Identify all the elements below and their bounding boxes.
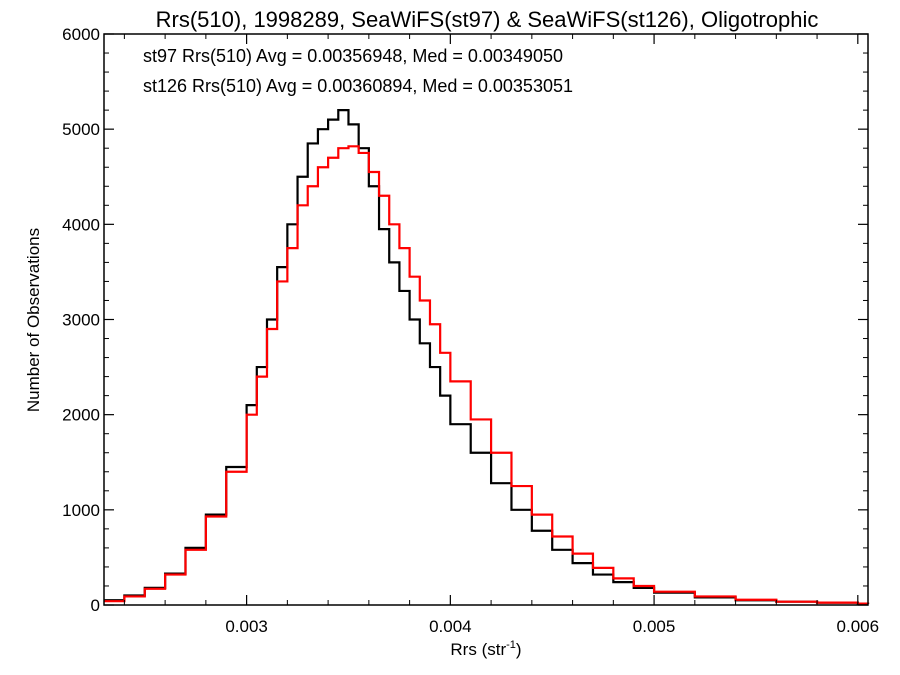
- plot-area: [104, 109, 870, 605]
- chart-title: Rrs(510), 1998289, SeaWiFS(st97) & SeaWi…: [156, 7, 819, 32]
- annotation-st97: st97 Rrs(510) Avg = 0.00356948, Med = 0.…: [143, 46, 563, 66]
- x-tick-label: 0.006: [837, 617, 880, 636]
- x-axis-label: Rrs (str-1): [450, 639, 521, 659]
- annotation-st126: st126 Rrs(510) Avg = 0.00360894, Med = 0…: [143, 76, 573, 96]
- x-axis-label-close: ): [516, 640, 522, 659]
- series-st126-line: [104, 145, 870, 605]
- x-tick-label: 0.003: [225, 617, 268, 636]
- y-tick-label: 1000: [62, 501, 100, 520]
- x-tick-label: 0.004: [429, 617, 472, 636]
- x-tick-label: 0.005: [633, 617, 676, 636]
- axis-ticks: 0.003 0.004 0.005 0.006 0 1000 2000 3000 4000 500…: [62, 25, 879, 636]
- y-tick-label: 3000: [62, 311, 100, 330]
- y-tick-label: 2000: [62, 406, 100, 425]
- y-tick-label: 4000: [62, 215, 100, 234]
- x-axis-label-superscript: -1: [506, 639, 516, 651]
- x-axis-label-main: Rrs (str: [450, 640, 506, 659]
- y-tick-label: 5000: [62, 120, 100, 139]
- y-axis-label: Number of Observations: [24, 228, 43, 412]
- y-tick-label: 6000: [62, 25, 100, 44]
- y-tick-label: 0: [91, 596, 100, 615]
